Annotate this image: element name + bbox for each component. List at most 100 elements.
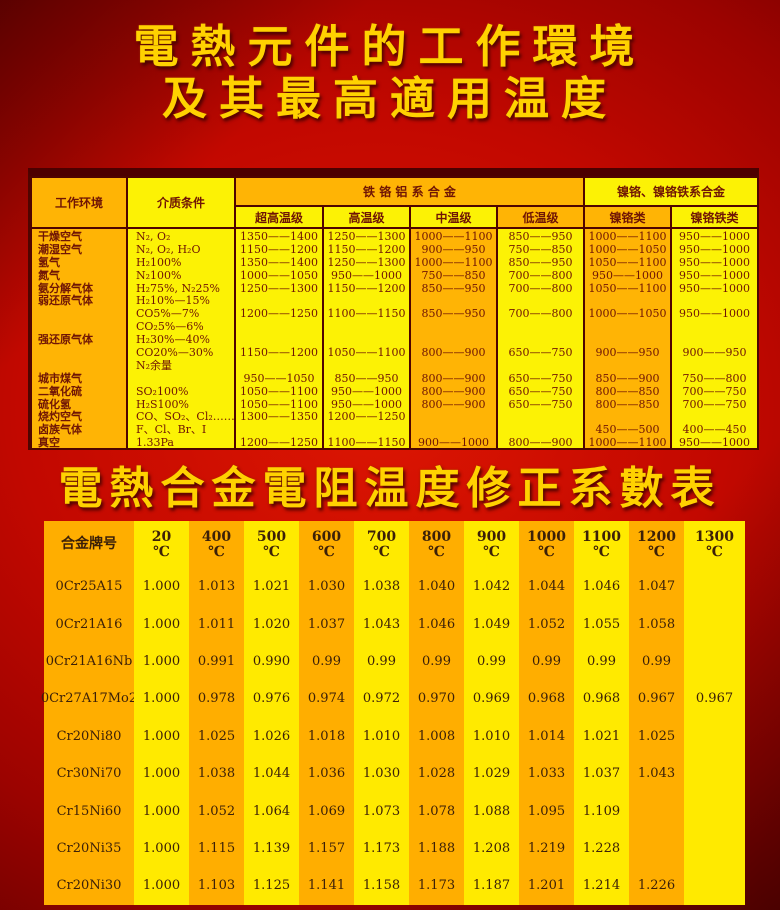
temperature-range-value: 850——950 (508, 230, 573, 243)
temperature-range-value (672, 360, 757, 373)
correction-coefficient-value: 1.109 (574, 792, 629, 830)
correction-coefficient-value: 1.208 (464, 829, 519, 868)
correction-coefficient-value: 1.228 (574, 829, 629, 868)
coef-header-temperature: 900 ℃ (464, 521, 519, 568)
correction-coefficient-value: 1.028 (409, 754, 464, 793)
correction-coefficient-value: 1.158 (354, 867, 409, 905)
medium-formula: CO5%—7% (136, 307, 200, 321)
correction-coefficient-value: 1.043 (354, 605, 409, 643)
correction-coefficient-value: 0.99 (464, 642, 519, 681)
correction-coefficient-value: 1.044 (519, 568, 574, 606)
environment-name: 弱还原气体 (38, 294, 93, 308)
temperature-range-value: 1150——1200 (240, 346, 318, 360)
correction-coefficient-value: 1.010 (354, 717, 409, 755)
correction-coefficient-value: 1.052 (519, 605, 574, 643)
correction-coefficient-value: 1.201 (519, 867, 574, 905)
temperature-range-value: 800——900 (421, 397, 486, 411)
temperature-range-value: 850——900 (595, 371, 660, 385)
medium-formula: H₂30%—40% (136, 333, 210, 347)
resistance-correction-coefficient-table: 合金牌号 20 ℃ 400 ℃ 500 ℃ 600 ℃ 700 ℃ 800 ℃ 900 ℃ 1000 ℃ 1100… (41, 521, 745, 905)
coef-header-temperature: 700 ℃ (354, 521, 409, 568)
alloy-grade-name: 0Cr21A16Nb (44, 642, 134, 681)
celsius-unit: ℃ (263, 543, 280, 560)
environment-name: 干燥空气 (38, 230, 82, 243)
temperature-range-value: 900——950 (682, 346, 747, 360)
temperature-range-value: 950——1000 (592, 268, 663, 282)
correction-coefficient-value: 0.970 (409, 680, 464, 718)
correction-coefficient-value: 1.000 (134, 680, 189, 718)
temperature-value: 20 (151, 528, 172, 545)
temperature-range-value: 1100——1150 (327, 307, 406, 321)
medium-formula: CO₂5%—6% (136, 320, 204, 334)
env-subheader-grade: 低温级 (496, 205, 583, 227)
temperature-range-value: 650——750 (508, 371, 573, 385)
correction-coefficient-value: 1.058 (629, 605, 684, 643)
correction-coefficient-value: 1.025 (189, 717, 244, 755)
env-subheader-grade: 高温级 (322, 205, 409, 227)
env-header-group-nicr-alloy: 镍铬、镍铬铁系合金 (583, 176, 757, 205)
medium-formula: CO、SO₂、Cl₂…… (136, 410, 234, 424)
celsius-unit: ℃ (483, 543, 500, 560)
temperature-range-value: 1200——1250 (240, 307, 318, 321)
environment-name: 城市煤气 (38, 371, 82, 385)
correction-coefficient-value: 1.157 (299, 829, 354, 868)
temperature-value: 1200 (637, 528, 676, 545)
env-subheader-grade: 镍铬类 (583, 205, 670, 227)
correction-coefficient-value: 1.000 (134, 754, 189, 793)
correction-coefficient-value: 1.139 (244, 829, 299, 868)
environment-name: 氮气 (38, 268, 60, 282)
temperature-value: 1100 (582, 528, 621, 545)
correction-coefficient-value: 0.974 (299, 680, 354, 718)
env-column-temperature-range: 1000——1100 900——950 1000——1100 750——850 850—… (409, 227, 496, 448)
correction-coefficient-value: 1.000 (134, 792, 189, 830)
correction-coefficient-value: 1.187 (464, 867, 519, 905)
medium-formula (128, 373, 234, 386)
temperature-value: 800 (421, 528, 452, 545)
correction-coefficient-value: 1.214 (574, 867, 629, 905)
temperature-range-value: 1100——1150 (327, 436, 406, 448)
env-column-temperature-range: 1250——1300 1150——1200 1250——1300 950——1000 1… (322, 227, 409, 448)
temperature-range-value: 650——750 (508, 346, 573, 360)
temperature-range-value: 850——950 (421, 307, 486, 321)
temperature-range-value: 950——1000 (331, 397, 402, 411)
temperature-range-value: 1000——1100 (414, 255, 493, 269)
temperature-range-value: 1250——1300 (327, 230, 406, 243)
alloy-grade-name: 0Cr27A17Mo2 (41, 680, 137, 718)
correction-coefficient-value: 1.013 (189, 568, 244, 606)
correction-coefficient-value: 1.226 (629, 867, 684, 905)
temperature-range-value: 700——750 (682, 397, 747, 411)
temperature-value: 500 (256, 528, 287, 545)
correction-coefficient-value: 1.064 (244, 792, 299, 830)
temperature-range-value: 700——800 (508, 268, 573, 282)
temperature-range-value: 950——1000 (679, 230, 750, 243)
alloy-grade-name: Cr20Ni30 (44, 867, 134, 905)
correction-coefficient-value (684, 717, 745, 755)
coef-header-temperature: 1100 ℃ (574, 521, 629, 568)
temperature-range-value: 950——1000 (331, 268, 402, 282)
medium-formula: SO₂100% (136, 384, 189, 398)
temperature-range-value: 800——850 (595, 384, 660, 398)
correction-coefficient-value: 0.99 (519, 642, 574, 681)
coef-header-temperature: 800 ℃ (409, 521, 464, 568)
celsius-unit: ℃ (706, 543, 723, 560)
env-subheader-grade: 超高温级 (234, 205, 322, 227)
temperature-range-value: 1250——1300 (327, 255, 406, 269)
correction-coefficient-value: 1.021 (244, 568, 299, 606)
temperature-range-value: 1050——1100 (240, 384, 318, 398)
correction-coefficient-value (684, 829, 745, 868)
celsius-unit: ℃ (648, 543, 665, 560)
env-column-environment: 干燥空气 潮湿空气 氢气 氮气 氨分解气体 弱还原气体 强还原气体 城市煤气 二氧化硫 硫化氢… (30, 227, 126, 448)
alloy-grade-name: Cr20Ni35 (44, 829, 134, 868)
correction-coefficient-value: 1.030 (299, 568, 354, 606)
temperature-range-value: 1200——1250 (327, 410, 406, 424)
env-column-temperature-range: 1350——1400 1150——1200 1350——1400 1000——1050… (234, 227, 322, 448)
correction-coefficient-value (684, 642, 745, 681)
medium-formula: H₂75%, N₂25% (136, 281, 220, 295)
medium-formula: N₂100% (136, 268, 182, 282)
correction-coefficient-value: 1.055 (574, 605, 629, 643)
correction-coefficient-value: 1.038 (189, 754, 244, 793)
correction-coefficient-value: 1.030 (354, 754, 409, 793)
temperature-range-value: 1000——1100 (588, 436, 667, 448)
correction-coefficient-value: 1.069 (299, 792, 354, 830)
alloy-grade-name: 0Cr25A15 (44, 568, 134, 606)
